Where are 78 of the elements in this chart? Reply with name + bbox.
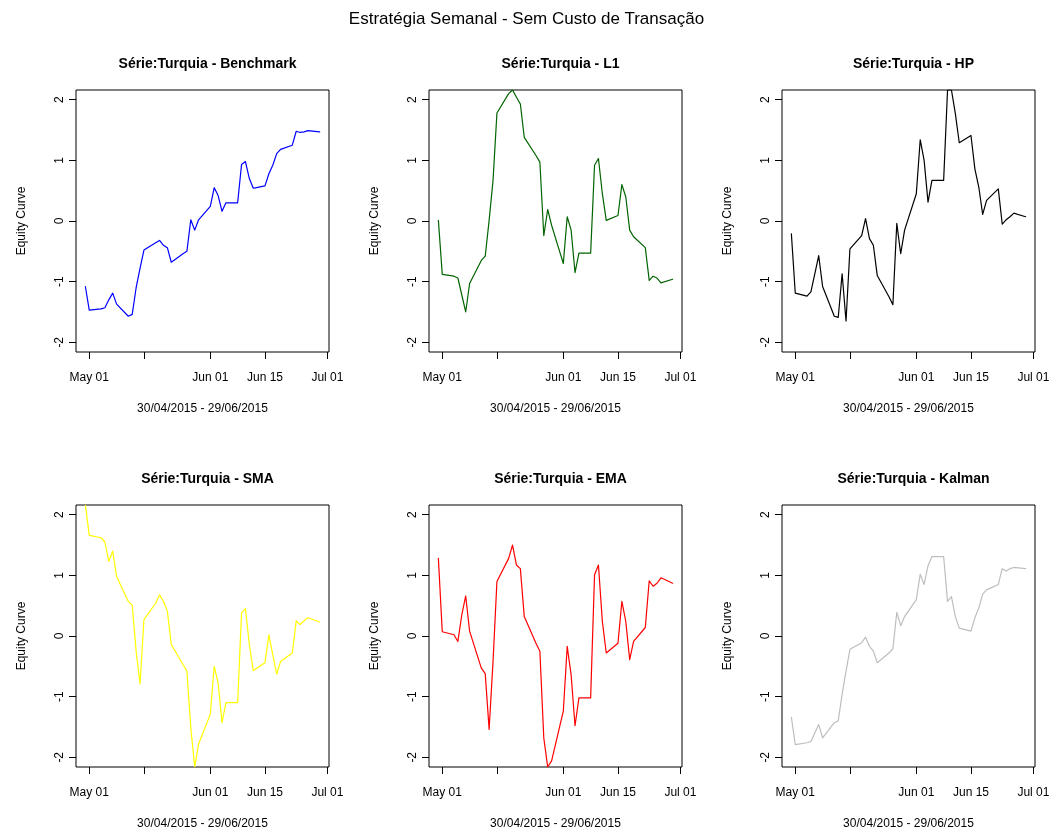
line-series <box>437 544 674 768</box>
x-axis-title: 30/04/2015 - 29/06/2015 <box>137 816 269 830</box>
y-tick-label: 2 <box>758 96 772 104</box>
y-tick-label: 2 <box>405 96 419 104</box>
x-tick-label: Jun 15 <box>599 370 637 384</box>
x-tick-label: Jun 01 <box>545 785 582 799</box>
x-tick-label: May 01 <box>69 370 110 384</box>
chart-title: Série:Turquia - Kalman <box>837 470 990 486</box>
x-tick-label: Jun 15 <box>599 785 637 799</box>
x-tick-label: Jun 15 <box>952 370 990 384</box>
x-tick-label: Jun 01 <box>192 785 229 799</box>
y-tick-label: 0 <box>405 217 419 225</box>
x-tick-label: May 01 <box>422 785 463 799</box>
y-axis-title: Equity Curve <box>720 186 734 256</box>
y-tick-label: 1 <box>52 156 66 164</box>
x-tick-label: Jun 15 <box>952 785 990 799</box>
x-axis-title: 30/04/2015 - 29/06/2015 <box>843 401 975 415</box>
x-tick-label: Jun 01 <box>898 785 935 799</box>
x-tick-label: Jun 01 <box>545 370 582 384</box>
y-tick-label: -2 <box>52 751 66 763</box>
y-tick-label: -1 <box>405 690 419 702</box>
y-axis-title: Equity Curve <box>367 186 381 256</box>
y-tick-label: -2 <box>758 336 772 348</box>
line-series <box>790 555 1027 746</box>
y-tick-label: 0 <box>52 217 66 225</box>
y-tick-label: -2 <box>758 751 772 763</box>
x-tick-label: Jul 01 <box>664 370 697 384</box>
x-tick-label: Jun 01 <box>898 370 935 384</box>
y-tick-label: 2 <box>758 511 772 519</box>
y-tick-label: 1 <box>52 571 66 579</box>
x-tick-label: Jul 01 <box>311 370 344 384</box>
x-tick-label: May 01 <box>775 370 816 384</box>
y-tick-label: -1 <box>758 690 772 702</box>
x-tick-label: Jul 01 <box>664 785 697 799</box>
y-tick-label: 1 <box>758 156 772 164</box>
x-tick-label: Jul 01 <box>311 785 344 799</box>
line-series <box>84 504 321 768</box>
y-tick-label: -1 <box>52 275 66 287</box>
y-tick-label: -1 <box>405 275 419 287</box>
x-axis-title: 30/04/2015 - 29/06/2015 <box>490 816 622 830</box>
line-series <box>437 89 674 313</box>
x-tick-label: Jul 01 <box>1017 370 1050 384</box>
chart-title: Série:Turquia - SMA <box>141 470 274 486</box>
text: Estratégia Semanal - Sem Custo de Transação <box>347 9 706 29</box>
y-tick-label: 1 <box>758 571 772 579</box>
x-tick-label: Jun 01 <box>192 370 229 384</box>
x-axis-title: 30/04/2015 - 29/06/2015 <box>137 401 269 415</box>
y-tick-label: -2 <box>52 336 66 348</box>
x-tick-label: May 01 <box>422 370 463 384</box>
x-tick-label: May 01 <box>69 785 110 799</box>
y-axis-title: Equity Curve <box>720 601 734 671</box>
y-tick-label: 0 <box>758 217 772 225</box>
chart-title: Série:Turquia - Benchmark <box>118 55 297 71</box>
y-tick-label: 1 <box>405 571 419 579</box>
y-axis-title: Equity Curve <box>14 601 28 671</box>
y-tick-label: -2 <box>405 336 419 348</box>
line-series <box>84 130 321 317</box>
y-tick-label: 0 <box>52 632 66 640</box>
x-tick-label: Jun 15 <box>246 785 284 799</box>
y-tick-label: 1 <box>405 156 419 164</box>
x-tick-label: Jun 15 <box>246 370 284 384</box>
x-axis-title: 30/04/2015 - 29/06/2015 <box>843 816 975 830</box>
y-tick-label: 2 <box>405 511 419 519</box>
y-tick-label: 0 <box>405 632 419 640</box>
chart-title: Série:Turquia - L1 <box>501 55 620 71</box>
y-tick-label: 2 <box>52 96 66 104</box>
y-tick-label: -2 <box>405 751 419 763</box>
y-axis-title: Equity Curve <box>367 601 381 671</box>
x-tick-label: May 01 <box>775 785 816 799</box>
y-tick-label: -1 <box>758 275 772 287</box>
y-tick-label: 2 <box>52 511 66 519</box>
chart-title: Série:Turquia - HP <box>852 55 975 71</box>
chart-title: Série:Turquia - EMA <box>494 470 627 486</box>
y-axis-title: Equity Curve <box>14 186 28 256</box>
y-tick-label: 0 <box>758 632 772 640</box>
x-axis-title: 30/04/2015 - 29/06/2015 <box>490 401 622 415</box>
x-tick-label: Jul 01 <box>1017 785 1050 799</box>
y-tick-label: -1 <box>52 690 66 702</box>
